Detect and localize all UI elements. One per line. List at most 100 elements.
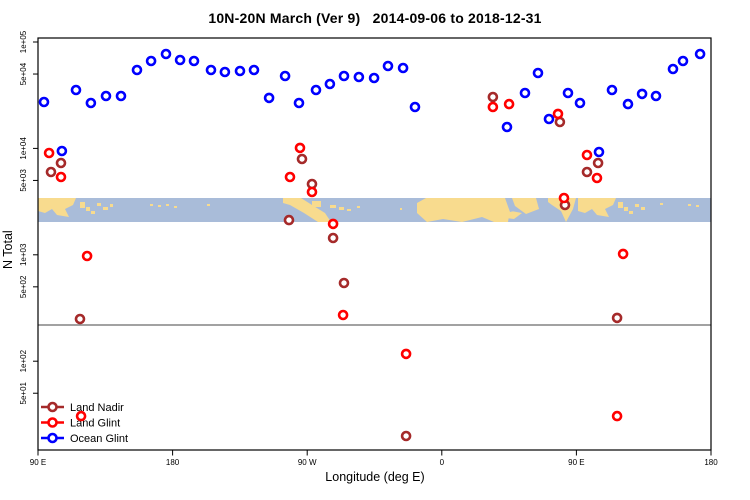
map-land	[110, 204, 113, 207]
y-axis-label: N Total	[1, 230, 15, 270]
data-point-land-nadir	[338, 277, 350, 289]
data-point-land-glint	[503, 98, 515, 110]
legend-marker-circle-icon	[47, 417, 58, 428]
legend-label: Land Nadir	[70, 402, 124, 414]
map-land	[506, 210, 522, 219]
y-tick-label: 1e+05	[19, 30, 28, 53]
y-tick-label: 5e+02	[19, 275, 28, 298]
data-point-land-nadir	[554, 116, 566, 128]
data-point-ocean-glint	[145, 55, 157, 67]
legend-item-land-nadir: Land Nadir	[41, 401, 124, 414]
data-point-land-nadir	[327, 232, 339, 244]
data-point-land-glint	[55, 171, 67, 183]
y-tick-label: 1e+03	[19, 243, 28, 266]
data-point-ocean-glint	[174, 54, 186, 66]
data-point-ocean-glint	[593, 146, 605, 158]
x-tick-label: 180	[166, 458, 180, 467]
data-point-ocean-glint	[310, 84, 322, 96]
map-land	[635, 204, 639, 207]
map-land	[150, 204, 153, 206]
data-point-ocean-glint	[279, 70, 291, 82]
chart-title: 10N-20N March (Ver 9) 2014-09-06 to 2018…	[208, 10, 542, 26]
data-point-land-glint	[591, 172, 603, 184]
map-land	[86, 207, 90, 211]
data-point-ocean-glint	[219, 66, 231, 78]
data-point-ocean-glint	[234, 65, 246, 77]
data-point-ocean-glint	[293, 97, 305, 109]
data-point-land-glint	[306, 186, 318, 198]
map-land	[578, 198, 616, 217]
legend-marker-circle-icon	[47, 432, 58, 444]
data-point-ocean-glint	[622, 98, 634, 110]
data-point-ocean-glint	[409, 101, 421, 113]
data-point-ocean-glint	[353, 71, 365, 83]
map-land	[91, 211, 95, 214]
x-axis: 90 E 180 90 W 0 90 E 180	[30, 450, 718, 467]
data-point-ocean-glint	[667, 63, 679, 75]
data-point-land-glint	[284, 171, 296, 183]
map-land	[80, 202, 85, 208]
data-point-land-glint	[75, 410, 87, 422]
data-point-land-nadir	[55, 157, 67, 169]
data-point-ocean-glint	[188, 55, 200, 67]
data-point-land-glint	[43, 147, 55, 159]
map-land	[629, 211, 633, 214]
y-tick-label: 1e+02	[19, 349, 28, 372]
map-land	[688, 204, 691, 206]
data-point-land-nadir	[283, 214, 295, 226]
data-point-land-glint	[617, 248, 629, 260]
data-point-ocean-glint	[85, 97, 97, 109]
legend-item-ocean-glint: Ocean Glint	[41, 432, 128, 445]
y-tick-label: 5e+01	[19, 381, 28, 404]
x-tick-label: 180	[704, 458, 718, 467]
map-land	[330, 205, 336, 208]
data-point-land-nadir	[581, 166, 593, 178]
y-tick-label: 5e+04	[19, 62, 28, 85]
map-land	[38, 198, 76, 217]
data-point-ocean-glint	[562, 87, 574, 99]
data-point-ocean-glint	[574, 97, 586, 109]
data-point-ocean-glint	[532, 67, 544, 79]
map-land	[339, 207, 344, 210]
legend-marker-circle-icon	[47, 401, 58, 413]
map-land	[641, 207, 645, 210]
data-point-ocean-glint	[38, 96, 50, 108]
data-point-land-nadir	[296, 153, 308, 165]
data-point-land-glint	[558, 192, 570, 204]
data-point-land-nadir	[400, 430, 412, 442]
data-point-land-glint	[581, 149, 593, 161]
x-tick-label: 90 E	[568, 458, 584, 467]
map-land	[512, 198, 539, 214]
data-point-land-nadir	[611, 312, 623, 324]
data-point-ocean-glint	[382, 60, 394, 72]
data-point-land-glint	[400, 348, 412, 360]
plot-border	[37, 37, 712, 451]
data-point-land-glint	[337, 309, 349, 321]
map-ocean	[505, 198, 514, 212]
data-point-ocean-glint	[694, 48, 706, 60]
map-land	[660, 203, 663, 205]
x-tick-label: 90 W	[298, 458, 317, 467]
map-land	[174, 206, 177, 208]
map-land	[312, 201, 321, 207]
data-point-ocean-glint	[397, 62, 409, 74]
data-point-ocean-glint	[650, 90, 662, 102]
map-land	[357, 206, 360, 208]
map-land	[400, 208, 402, 210]
data-point-land-nadir	[74, 313, 86, 325]
y-axis: 1e+05 5e+04 1e+04 5e+03 1e+03 5e+02 1e+02 5e+01	[19, 30, 38, 404]
x-tick-label: 90 E	[30, 458, 46, 467]
map-land	[624, 207, 628, 211]
map-land	[283, 198, 331, 222]
x-axis-label: Longitude (deg E)	[325, 470, 425, 484]
data-point-ocean-glint	[501, 121, 513, 133]
data-point-ocean-glint	[368, 72, 380, 84]
map-land	[158, 205, 161, 207]
data-point-ocean-glint	[263, 92, 275, 104]
data-point-ocean-glint	[131, 64, 143, 76]
data-point-ocean-glint	[543, 113, 555, 125]
data-point-ocean-glint	[70, 84, 82, 96]
data-point-ocean-glint	[324, 78, 336, 90]
